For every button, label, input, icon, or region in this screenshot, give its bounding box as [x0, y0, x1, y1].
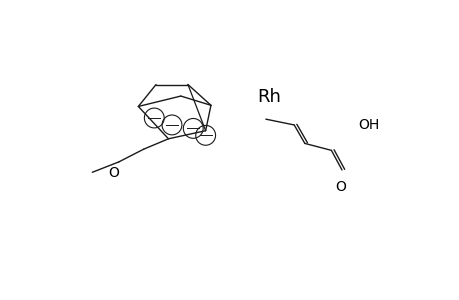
Text: O: O	[334, 180, 345, 194]
Text: O: O	[108, 167, 119, 180]
Text: OH: OH	[357, 118, 378, 132]
Text: Rh: Rh	[257, 88, 281, 106]
